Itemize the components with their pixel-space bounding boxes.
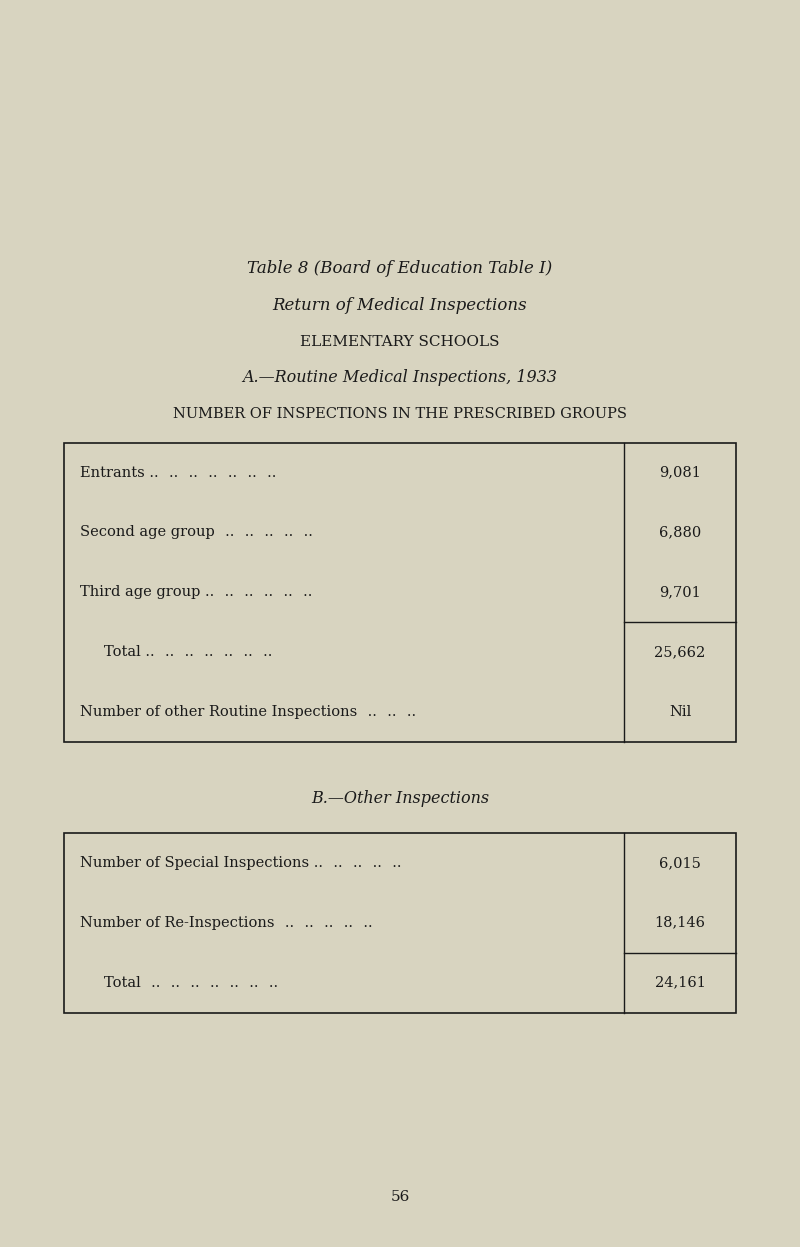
Text: 9,701: 9,701: [659, 585, 701, 600]
Text: NUMBER OF INSPECTIONS IN THE PRESCRIBED GROUPS: NUMBER OF INSPECTIONS IN THE PRESCRIBED …: [173, 407, 627, 421]
Text: Third age group ..   ..   ..   ..   ..   ..: Third age group .. .. .. .. .. ..: [80, 585, 312, 600]
Text: Total ..   ..   ..   ..   ..   ..   ..: Total .. .. .. .. .. .. ..: [104, 645, 272, 660]
Text: Second age group   ..   ..   ..   ..   ..: Second age group .. .. .. .. ..: [80, 525, 313, 540]
Text: Entrants ..   ..   ..   ..   ..   ..   ..: Entrants .. .. .. .. .. .. ..: [80, 465, 276, 480]
Text: 25,662: 25,662: [654, 645, 706, 660]
Text: Table 8 (Board of Education Table I): Table 8 (Board of Education Table I): [247, 259, 553, 277]
Text: Return of Medical Inspections: Return of Medical Inspections: [273, 297, 527, 314]
Text: Nil: Nil: [669, 705, 691, 720]
Text: Number of other Routine Inspections   ..   ..   ..: Number of other Routine Inspections .. .…: [80, 705, 416, 720]
Text: 56: 56: [390, 1190, 410, 1205]
Text: 18,146: 18,146: [654, 915, 706, 930]
Text: Number of Special Inspections ..   ..   ..   ..   ..: Number of Special Inspections .. .. .. .…: [80, 855, 402, 870]
Text: 24,161: 24,161: [654, 975, 706, 990]
Text: Total   ..   ..   ..   ..   ..   ..   ..: Total .. .. .. .. .. .. ..: [104, 975, 278, 990]
Text: 6,015: 6,015: [659, 855, 701, 870]
Text: Number of Re-Inspections   ..   ..   ..   ..   ..: Number of Re-Inspections .. .. .. .. ..: [80, 915, 373, 930]
Text: ELEMENTARY SCHOOLS: ELEMENTARY SCHOOLS: [300, 334, 500, 349]
Text: 6,880: 6,880: [659, 525, 701, 540]
Text: A.—Routine Medical Inspections, 1933: A.—Routine Medical Inspections, 1933: [242, 369, 558, 387]
Text: B.—Other Inspections: B.—Other Inspections: [311, 789, 489, 807]
Text: 9,081: 9,081: [659, 465, 701, 480]
